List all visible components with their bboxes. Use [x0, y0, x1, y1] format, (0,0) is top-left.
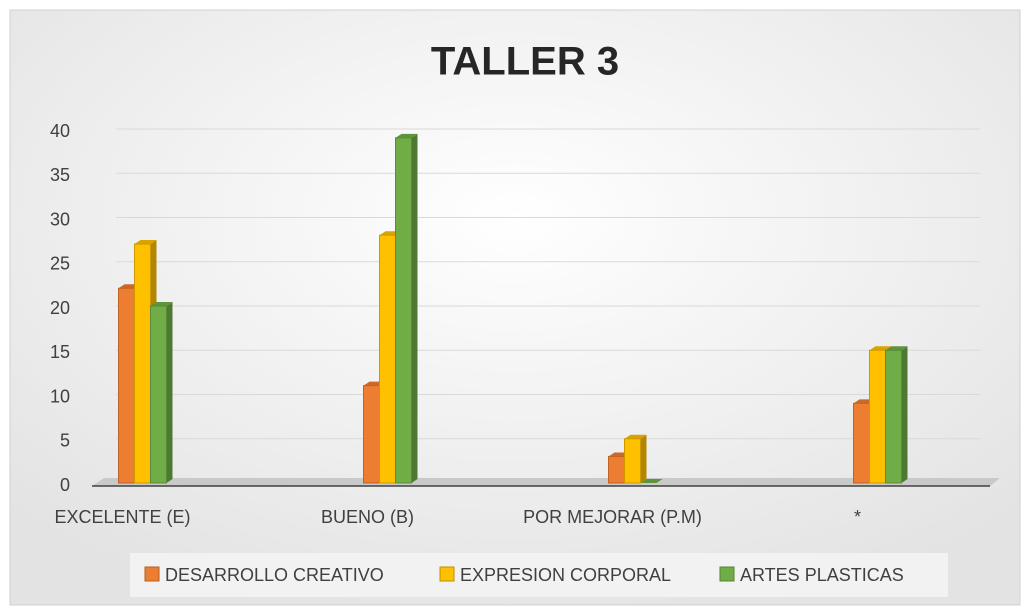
chart-frame	[9, 9, 1021, 606]
bar-front	[118, 287, 135, 484]
bar-top	[134, 240, 157, 245]
y-tick-label: 15	[50, 342, 70, 362]
bar-side	[166, 302, 173, 483]
legend-label: ARTES PLASTICAS	[740, 565, 904, 585]
legend-swatch	[144, 566, 160, 582]
y-tick-label: 10	[50, 386, 70, 406]
y-tick-label: 25	[50, 254, 70, 274]
y-tick-label: 20	[50, 298, 70, 318]
x-tick-label: EXCELENTE (E)	[54, 507, 190, 527]
y-tick-label: 30	[50, 209, 70, 229]
legend-swatch	[439, 566, 455, 582]
chart-title: TALLER 3	[431, 40, 619, 84]
bar-top	[624, 434, 647, 439]
bar-front	[608, 455, 625, 484]
bar-front	[134, 243, 151, 484]
bar-front	[885, 349, 902, 484]
legend-swatch	[719, 566, 735, 582]
legend-box	[130, 553, 948, 597]
bar-front	[395, 137, 412, 484]
bar	[640, 479, 663, 483]
bar-front	[379, 234, 396, 484]
bar-top	[150, 302, 173, 306]
bar-side	[640, 434, 647, 483]
bar	[395, 133, 418, 484]
bar-top	[640, 479, 663, 483]
legend-label: EXPRESION CORPORAL	[460, 565, 671, 585]
bar	[885, 346, 908, 484]
x-tick-label: *	[854, 507, 861, 527]
bar-front	[363, 385, 380, 484]
y-tick-label: 35	[50, 165, 70, 185]
bar-front	[624, 438, 641, 484]
y-tick-label: 40	[50, 121, 70, 141]
bar-side	[901, 346, 908, 483]
x-tick-label: POR MEJORAR (P.M)	[523, 507, 702, 527]
bar-side	[411, 133, 418, 483]
bar	[150, 302, 173, 484]
x-tick-label: BUENO (B)	[321, 507, 414, 527]
y-tick-label: 5	[60, 431, 70, 451]
bar-front	[853, 402, 870, 484]
bar-top	[869, 346, 892, 351]
bar-top	[885, 346, 908, 351]
bar-top	[395, 133, 418, 138]
legend-label: DESARROLLO CREATIVO	[165, 565, 384, 585]
bar	[624, 434, 647, 484]
bar-front	[869, 349, 886, 484]
floor	[92, 478, 1000, 486]
bar-front	[150, 305, 167, 484]
y-tick-label: 0	[60, 475, 70, 495]
